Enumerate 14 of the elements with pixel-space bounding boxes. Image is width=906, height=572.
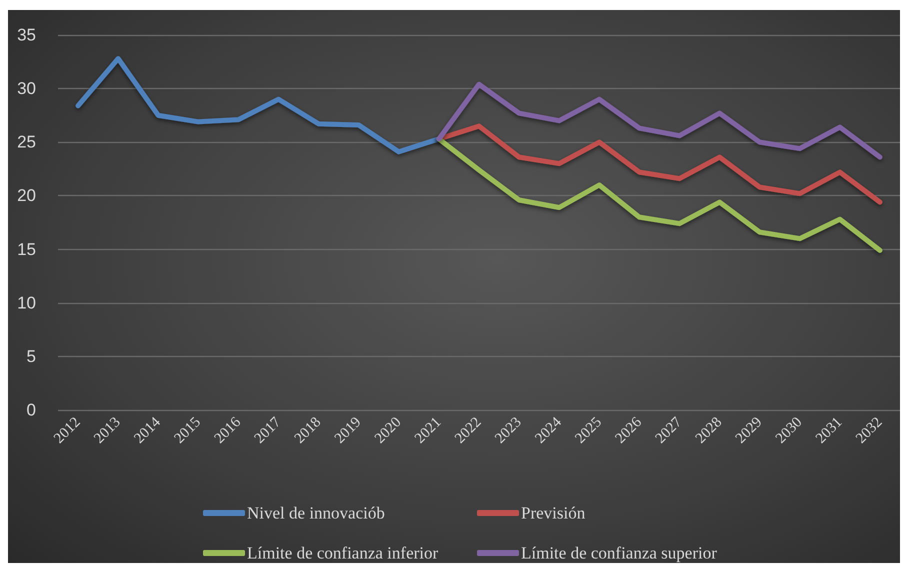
legend-label: Límite de confianza inferior [247,544,438,562]
y-tick-label: 30 [17,79,36,98]
y-tick-label: 10 [17,293,36,312]
legend-label: Previsión [521,504,586,522]
y-tick-label: 5 [26,346,36,366]
y-tick-label: 0 [26,400,36,420]
x-tick-label: 2031 [813,414,846,447]
y-tick-label: 20 [17,186,36,206]
legend-label: Límite de confianza superior [521,544,718,562]
legend-label: Nivel de innovaciób [247,504,385,522]
y-tick-label: 15 [17,240,36,259]
y-tick-label: 25 [17,132,36,152]
y-tick-label: 35 [17,26,36,44]
x-tick-label: 2021 [412,414,445,447]
